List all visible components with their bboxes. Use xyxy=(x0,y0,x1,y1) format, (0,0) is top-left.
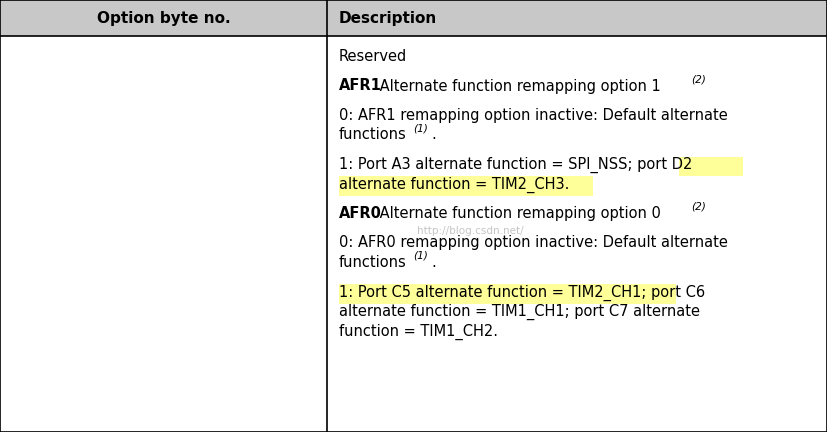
Text: Reserved: Reserved xyxy=(339,49,407,64)
Text: alternate function = TIM1_CH1; port C7 alternate: alternate function = TIM1_CH1; port C7 a… xyxy=(339,304,700,320)
Bar xyxy=(339,177,593,196)
Text: functions: functions xyxy=(339,255,406,270)
Text: Description: Description xyxy=(339,10,437,25)
Text: .: . xyxy=(432,127,436,143)
Text: Option byte no.: Option byte no. xyxy=(97,10,230,25)
Text: http://blog.csdn.net/: http://blog.csdn.net/ xyxy=(417,226,523,236)
Text: 1: Port C5 alternate function = TIM2_CH1; port C6: 1: Port C5 alternate function = TIM2_CH1… xyxy=(339,285,705,301)
Text: AFR0: AFR0 xyxy=(339,206,381,221)
Text: alternate function = TIM2_CH3.: alternate function = TIM2_CH3. xyxy=(339,177,569,193)
Text: functions: functions xyxy=(339,127,406,143)
Text: (1): (1) xyxy=(414,251,428,261)
Text: AFR1: AFR1 xyxy=(339,79,381,93)
Text: 0: AFR1 remapping option inactive: Default alternate: 0: AFR1 remapping option inactive: Defau… xyxy=(339,108,728,123)
Bar xyxy=(327,0,827,36)
Text: .: . xyxy=(432,255,436,270)
Text: Alternate function remapping option 0: Alternate function remapping option 0 xyxy=(375,206,661,221)
Text: function = TIM1_CH2.: function = TIM1_CH2. xyxy=(339,324,498,340)
Text: (1): (1) xyxy=(414,124,428,133)
Text: (2): (2) xyxy=(691,74,705,85)
Text: 0: AFR0 remapping option inactive: Default alternate: 0: AFR0 remapping option inactive: Defau… xyxy=(339,235,728,251)
Bar xyxy=(680,157,743,177)
Text: Alternate function remapping option 1: Alternate function remapping option 1 xyxy=(375,79,661,93)
Text: (2): (2) xyxy=(691,202,705,212)
Bar xyxy=(0,0,327,36)
Bar xyxy=(339,285,676,304)
Text: 1: Port A3 alternate function = SPI_NSS; port D2: 1: Port A3 alternate function = SPI_NSS;… xyxy=(339,157,692,173)
